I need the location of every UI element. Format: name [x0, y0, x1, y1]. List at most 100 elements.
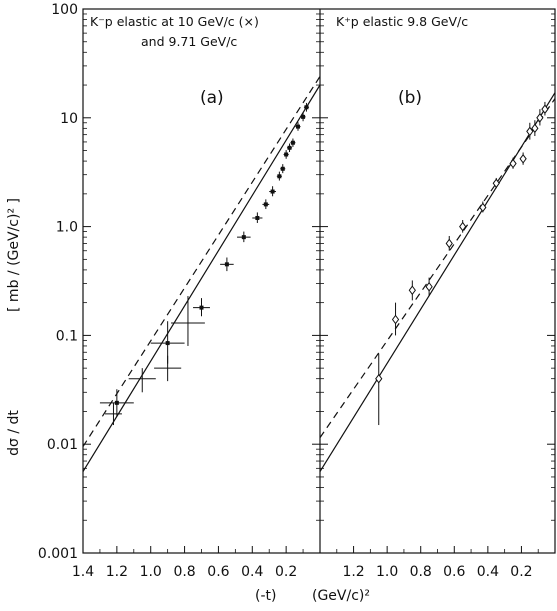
y-tick-label: 10 [60, 111, 78, 127]
panel-a-title: K⁻p elastic at 10 GeV/c (×) [90, 14, 259, 29]
y-axis-label-units: [ mb / (GeV/c)² ] [6, 198, 22, 312]
data-point [459, 219, 467, 233]
diamond-marker [479, 202, 487, 213]
y-axis-label-quantity: dσ / dt [6, 410, 22, 456]
data-point [536, 109, 544, 126]
x-tick-label: 1.4 [72, 564, 94, 580]
solid-fit-curve [82, 84, 321, 472]
x-tick-label: 0.6 [207, 564, 229, 580]
dot-marker [284, 152, 289, 157]
data-point [445, 235, 453, 251]
x-tick-label: 0.8 [173, 564, 195, 580]
dot-marker [301, 114, 306, 119]
data-point [295, 122, 301, 131]
model-curves [82, 76, 556, 472]
dot-marker [287, 145, 292, 150]
diamond-marker [541, 104, 549, 115]
dot-marker [270, 189, 275, 194]
diamond-marker [391, 314, 400, 325]
data-point [269, 186, 276, 197]
diamond-marker [509, 158, 517, 169]
data-point [425, 277, 433, 297]
diamond-marker [519, 153, 527, 164]
data-point [375, 353, 383, 426]
dot-marker [290, 140, 295, 145]
diamond-marker [408, 285, 416, 296]
data-point [286, 143, 293, 152]
dashed-fit-curve [319, 98, 556, 438]
data-point [220, 257, 234, 272]
diamond-marker [459, 221, 467, 232]
data-points [99, 101, 549, 426]
data-point [541, 101, 549, 116]
x-axis-label-quantity: (-t) [255, 588, 276, 604]
dashed-fit-curve [82, 76, 321, 447]
panel-b-title: K⁺p elastic 9.8 GeV/c [336, 14, 468, 29]
data-point [526, 122, 534, 140]
y-tick-label: 1.0 [56, 220, 78, 236]
data-point [99, 389, 134, 417]
dot-marker [114, 400, 119, 405]
dot-marker [255, 215, 260, 220]
data-point [509, 157, 517, 169]
data-point [154, 355, 182, 382]
panel-b-label: (b) [398, 88, 422, 108]
data-point [479, 201, 487, 213]
dot-marker [224, 262, 229, 267]
data-point [171, 296, 205, 346]
dot-marker [280, 166, 285, 171]
x-tick-label: 1.2 [106, 564, 128, 580]
panel-a-label: (a) [200, 88, 224, 108]
data-point [105, 402, 122, 426]
dot-marker [304, 105, 309, 110]
dot-marker [165, 341, 170, 346]
data-point [303, 102, 309, 112]
dot-marker [241, 235, 246, 240]
x-axis-label-units: (GeV/c)² [312, 588, 370, 604]
y-ticks: 100 10 1.0 0.1 0.01 0.001 [38, 2, 555, 562]
data-point [531, 120, 539, 137]
data-point [252, 212, 263, 223]
data-point [391, 302, 400, 336]
data-point [193, 298, 210, 317]
x-tick-label: 0.6 [443, 564, 465, 580]
diamond-marker [492, 178, 500, 189]
data-point [290, 138, 296, 147]
diamond-marker [526, 126, 534, 137]
y-tick-label: 0.01 [47, 437, 78, 453]
data-point [276, 171, 282, 181]
data-point [519, 152, 527, 165]
plot-frames [82, 8, 556, 554]
data-point [280, 164, 286, 174]
x-tick-label: 0.2 [275, 564, 297, 580]
data-point [237, 231, 251, 243]
data-point [262, 199, 270, 210]
diamond-marker [445, 238, 453, 249]
y-tick-label: 0.1 [56, 328, 78, 344]
x-tick-label: 0.4 [477, 564, 499, 580]
dot-marker [295, 124, 300, 129]
data-point [283, 150, 289, 159]
diamond-marker [531, 123, 539, 134]
x-ticks: 1.4 1.2 1.0 0.8 0.6 0.4 0.2 1.2 1.0 0.8 0.6 0.4 0.2 [72, 546, 539, 580]
data-point [408, 280, 416, 301]
y-tick-label: 0.001 [38, 546, 78, 562]
data-point [128, 368, 156, 393]
data-point [492, 177, 500, 189]
x-tick-label: 0.4 [241, 564, 263, 580]
data-point [300, 112, 306, 122]
diamond-marker [536, 112, 544, 123]
plot-border [82, 8, 556, 554]
diamond-marker [425, 281, 433, 292]
x-tick-label: 1.0 [140, 564, 162, 580]
x-tick-label: 1.2 [342, 564, 364, 580]
dot-marker [277, 174, 282, 179]
x-tick-label: 1.0 [376, 564, 398, 580]
panel-a-subtitle: and 9.71 GeV/c [141, 34, 237, 49]
solid-fit-curve [319, 92, 556, 472]
y-tick-label: 100 [51, 2, 78, 18]
dot-marker [199, 305, 204, 310]
x-tick-label: 0.2 [510, 564, 532, 580]
x-tick-label: 0.8 [410, 564, 432, 580]
